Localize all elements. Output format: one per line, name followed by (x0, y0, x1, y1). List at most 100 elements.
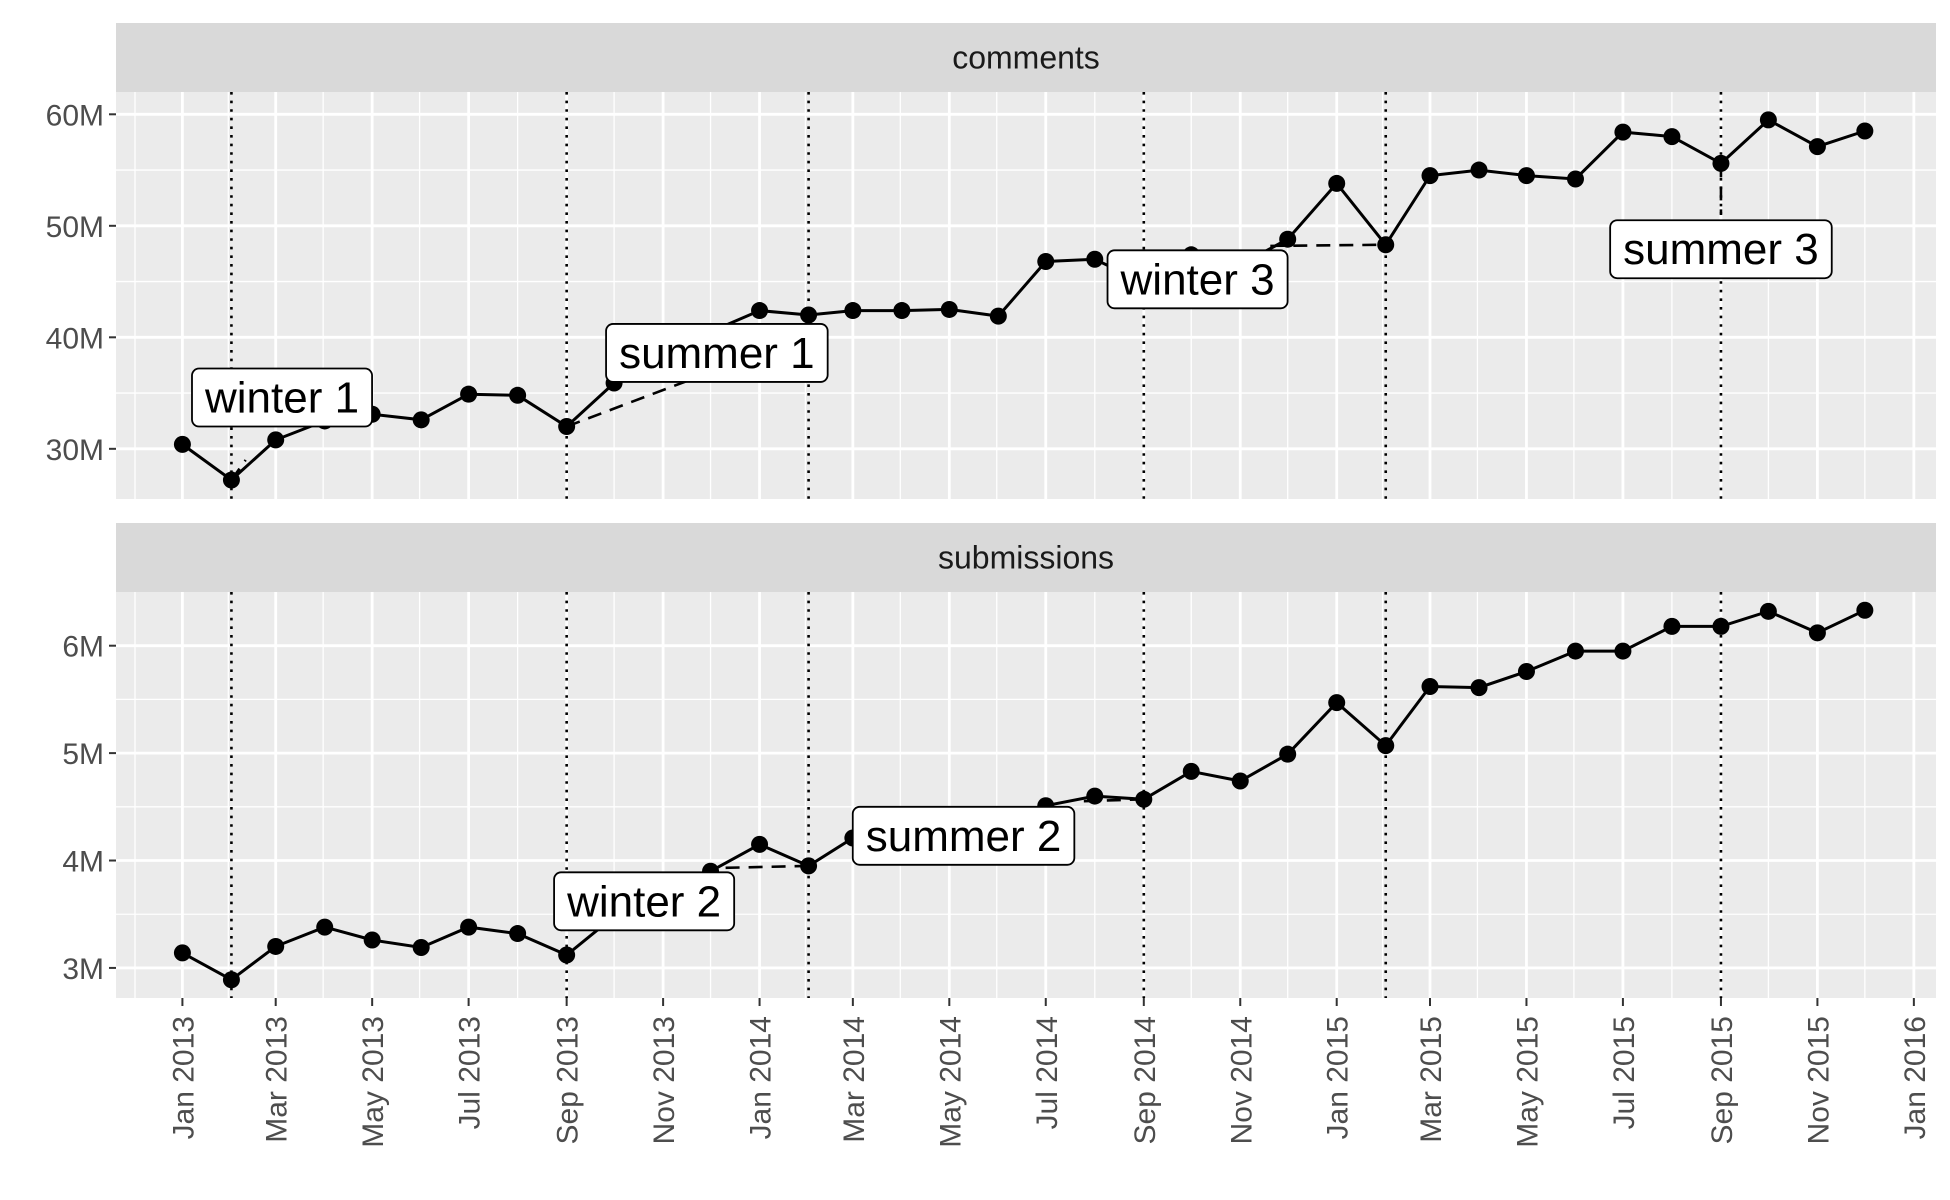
x-tick-label: Nov 2013 (648, 1016, 681, 1144)
data-point (1470, 679, 1488, 697)
data-point (173, 435, 191, 453)
x-tick-label: Sep 2014 (1129, 1016, 1162, 1144)
y-tick-label: 40M (46, 322, 104, 355)
facet-strip (116, 523, 1936, 592)
data-point (1037, 252, 1055, 270)
data-point (1470, 161, 1488, 179)
data-point (1086, 787, 1104, 805)
data-point (1182, 762, 1200, 780)
data-point (509, 386, 527, 404)
data-point (1759, 602, 1777, 620)
data-point (1663, 617, 1681, 635)
x-axis: Jan 2013 Mar 2013 May 2013 Jul 2013 Sep 2013… (167, 998, 1932, 1148)
data-point (267, 431, 285, 449)
data-point (1808, 624, 1826, 642)
data-point (316, 918, 334, 936)
data-point (363, 931, 381, 949)
data-point (1231, 772, 1249, 790)
annotation-label-text: summer 3 (1623, 225, 1819, 274)
data-point (893, 302, 911, 320)
y-tick-label: 60M (46, 99, 104, 132)
data-point (222, 471, 240, 489)
facet-panel: comments 30M 40M 50M 60M winter 1 summer 1 wint… (46, 23, 1936, 499)
data-point (1279, 745, 1297, 763)
facet-strip (116, 23, 1936, 92)
y-tick-label: 6M (62, 631, 104, 664)
x-tick-label: Jan 2014 (745, 1016, 778, 1139)
data-point (1377, 236, 1395, 254)
data-point (1663, 128, 1681, 146)
data-point (267, 937, 285, 955)
data-point (558, 418, 576, 436)
data-point (1377, 737, 1395, 755)
data-point (412, 411, 430, 429)
data-point (1086, 250, 1104, 268)
annotation-label-box (851, 805, 1076, 866)
data-point (1279, 230, 1297, 248)
y-tick-label: 5M (62, 738, 104, 771)
data-point (751, 835, 769, 853)
data-point (173, 944, 191, 962)
data-point (1135, 790, 1153, 808)
x-tick-label: Mar 2015 (1415, 1016, 1448, 1143)
data-point (1614, 642, 1632, 660)
x-tick-label: Mar 2014 (838, 1016, 871, 1143)
annotation-label-text: winter 1 (204, 374, 359, 423)
data-point (751, 302, 769, 320)
annotation-label-box (553, 871, 736, 932)
data-point (1328, 694, 1346, 712)
data-point (1421, 167, 1439, 185)
annotation-label-text: summer 2 (866, 812, 1062, 861)
data-point (844, 302, 862, 320)
data-point (1566, 170, 1584, 188)
data-point (222, 971, 240, 989)
annotation-label-box (1106, 249, 1289, 310)
annotation-label-box (605, 323, 829, 383)
x-tick-label: Jan 2015 (1322, 1016, 1355, 1139)
x-tick-label: May 2013 (357, 1016, 390, 1148)
data-point (412, 939, 430, 957)
x-tick-label: Nov 2014 (1225, 1016, 1258, 1144)
y-tick-label: 50M (46, 211, 104, 244)
y-tick-label: 3M (62, 953, 104, 986)
label-connector (716, 864, 809, 870)
x-tick-label: Sep 2015 (1706, 1016, 1739, 1144)
x-tick-label: May 2014 (934, 1016, 967, 1148)
annotation-label: winter 3 (1106, 249, 1289, 310)
data-point (509, 925, 527, 943)
annotation-label-text: winter 2 (566, 877, 721, 926)
x-tick-label: Jan 2013 (167, 1016, 200, 1139)
annotation-label: summer 2 (851, 805, 1076, 866)
data-point (1759, 111, 1777, 129)
facet-strip-label: comments (952, 40, 1100, 76)
annotation-label: summer 3 (1609, 219, 1833, 280)
annotation-label-box (1609, 219, 1833, 280)
data-point (1856, 122, 1874, 140)
x-tick-label: Jan 2016 (1899, 1016, 1932, 1139)
data-point (1808, 138, 1826, 156)
data-point (1712, 154, 1730, 172)
data-point (1517, 167, 1535, 185)
x-tick-label: May 2015 (1511, 1016, 1544, 1148)
data-point (558, 946, 576, 964)
x-tick-label: Jul 2014 (1031, 1016, 1064, 1129)
annotation-label-box (191, 367, 373, 428)
x-tick-label: Mar 2013 (261, 1016, 294, 1143)
plot-panel (116, 92, 1936, 499)
data-point (1712, 617, 1730, 635)
data-point (1614, 123, 1632, 141)
data-point (800, 857, 818, 875)
data-point (1421, 678, 1439, 696)
label-connector (1270, 243, 1386, 248)
data-point (1566, 642, 1584, 660)
plot-panel (116, 592, 1936, 998)
data-point (1328, 174, 1346, 192)
data-point (1856, 601, 1874, 619)
series-line (181, 118, 1866, 482)
data-point (460, 385, 478, 403)
annotation-label-text: summer 1 (619, 329, 815, 378)
x-tick-label: Jul 2015 (1608, 1016, 1641, 1129)
x-tick-label: Sep 2013 (552, 1016, 585, 1144)
data-point (940, 300, 958, 318)
